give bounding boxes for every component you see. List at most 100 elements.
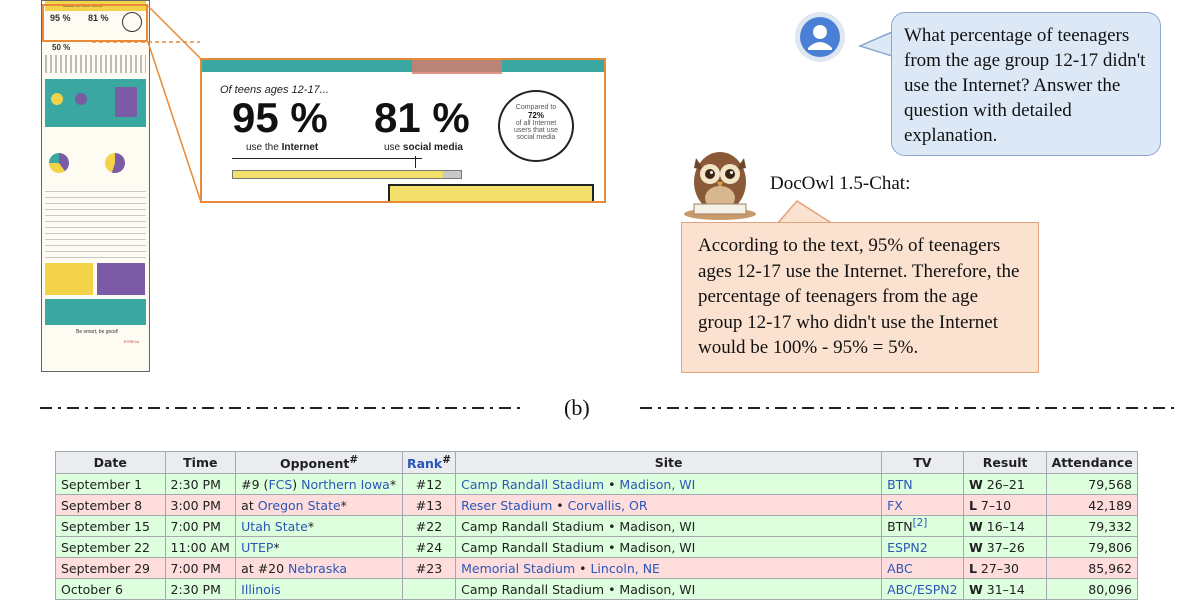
question-bubble: What percentage of teenagers from the ag… [891, 12, 1161, 156]
cell-rank: #13 [401, 494, 457, 516]
zoom-subtitle: Of teens ages 12-17... [220, 84, 329, 96]
site-city-link[interactable]: Corvallis, OR [567, 497, 648, 513]
thumb-pie-section [45, 133, 146, 187]
table-header-row: Date Time Opponent# Rank# Site TV Result… [55, 451, 1138, 474]
tv-link[interactable]: FX [887, 497, 903, 513]
site-link[interactable]: Camp Randall Stadium [461, 476, 605, 492]
cell-rank: #23 [401, 557, 457, 579]
cell-site: Camp Randall Stadium • Madison, WI [455, 515, 883, 537]
cell-tv: ABC/ESPN2 [881, 578, 964, 600]
thumb-text-lines [45, 191, 146, 261]
cell-site: Camp Randall Stadium • Madison, WI [455, 578, 883, 600]
zoom-rule [232, 158, 422, 159]
cell-result: L 7–10 [962, 494, 1048, 516]
cell-date: September 1 [55, 473, 166, 495]
stat-internet-value: 95 % [232, 94, 328, 141]
cell-tv: BTN[2] [881, 515, 964, 537]
thumb-stat-b: 81 % [88, 13, 109, 23]
col-opponent[interactable]: Opponent# [235, 451, 403, 474]
stat-internet-label: use the Internet [246, 142, 319, 153]
cell-rank: #22 [401, 515, 457, 537]
table-row: September 29 7:00 PM at #20 Nebraska #23… [55, 557, 1138, 579]
opponent-link[interactable]: Illinois [241, 581, 281, 597]
owl-mascot-icon [680, 138, 760, 222]
compare-text: of all Internet users that use social me… [514, 120, 558, 141]
col-site[interactable]: Site [455, 451, 883, 474]
cell-result: W 31–14 [962, 578, 1048, 600]
cell-time: 2:30 PM [164, 578, 237, 600]
stat-social-label: use social media [384, 142, 463, 153]
col-time[interactable]: Time [164, 451, 237, 474]
cell-result: L 27–30 [962, 557, 1048, 579]
zoom-decor [412, 60, 502, 74]
zoom-yellow-block [388, 184, 594, 201]
tv-link[interactable]: ABC [887, 560, 913, 576]
answer-bubble: According to the text, 95% of teenagers … [681, 222, 1039, 373]
opponent-link[interactable]: Nebraska [288, 560, 348, 576]
table-row: September 8 3:00 PM at Oregon State* #13… [55, 494, 1138, 516]
cell-attendance: 79,332 [1046, 515, 1138, 537]
col-date[interactable]: Date [55, 451, 166, 474]
section-divider [40, 407, 1180, 409]
site-link[interactable]: Reser Stadium [461, 497, 553, 513]
opponent-link[interactable]: UTEP [241, 539, 274, 555]
tv-link[interactable]: ABC/ESPN2 [887, 581, 958, 597]
compare-value: 72% [527, 111, 544, 120]
cell-date: September 22 [55, 536, 166, 558]
zoom-progress-bar [232, 170, 462, 179]
table-row: September 22 11:00 AM UTEP* #24 Camp Ran… [55, 536, 1138, 558]
answer-bubble-tail [776, 200, 834, 225]
col-rank[interactable]: Rank# [401, 451, 457, 474]
compare-head: Compared to [515, 104, 557, 111]
opponent-link[interactable]: Utah State [241, 518, 308, 534]
col-tv[interactable]: TV [881, 451, 964, 474]
cell-site: Reser Stadium • Corvallis, OR [455, 494, 883, 516]
cell-tv: FX [881, 494, 964, 516]
cell-result: W 26–21 [962, 473, 1048, 495]
table-row: September 1 2:30 PM #9 (FCS) Northern Io… [55, 473, 1138, 495]
opponent-link[interactable]: FCS [268, 476, 293, 492]
tv-link[interactable]: BTN [887, 476, 913, 492]
cell-rank: #24 [401, 536, 457, 558]
tv-link[interactable]: ESPN2 [887, 539, 928, 555]
cell-opponent: UTEP* [235, 536, 403, 558]
arrow-line [415, 156, 416, 168]
site-city-link[interactable]: Lincoln, NE [590, 560, 660, 576]
site-city-link[interactable]: Madison, WI [619, 476, 696, 492]
col-result[interactable]: Result [962, 451, 1048, 474]
thumb-bottom-band [45, 299, 146, 325]
citation-link[interactable]: [2] [912, 517, 928, 530]
col-attendance[interactable]: Attendance [1046, 451, 1138, 474]
cell-date: September 29 [55, 557, 166, 579]
cell-time: 7:00 PM [164, 557, 237, 579]
cell-opponent: Utah State* [235, 515, 403, 537]
cell-opponent: #9 (FCS) Northern Iowa* [235, 473, 403, 495]
cell-site: Camp Randall Stadium • Madison, WI [455, 473, 883, 495]
thumb-purple-box [97, 263, 145, 295]
opponent-link[interactable]: Northern Iowa [301, 476, 390, 492]
cell-tv: ABC [881, 557, 964, 579]
cell-date: September 15 [55, 515, 166, 537]
thumb-text-block [45, 55, 146, 73]
cell-opponent: at #20 Nebraska [235, 557, 403, 579]
thumb-footer: Be smart, be good! [76, 329, 119, 335]
cell-attendance: 42,189 [1046, 494, 1138, 516]
opponent-link[interactable]: Oregon State [257, 497, 341, 513]
site-link[interactable]: Memorial Stadium [461, 560, 576, 576]
cell-attendance: 79,806 [1046, 536, 1138, 558]
thumb-teal-panel [45, 79, 146, 127]
stat-social-value: 81 % [374, 94, 470, 141]
table-row: October 6 2:30 PM Illinois Camp Randall … [55, 578, 1138, 600]
bot-label: DocOwl 1.5-Chat: [770, 173, 911, 194]
table-body: September 1 2:30 PM #9 (FCS) Northern Io… [55, 473, 1138, 600]
cell-date: September 8 [55, 494, 166, 516]
cell-time: 3:00 PM [164, 494, 237, 516]
cell-time: 2:30 PM [164, 473, 237, 495]
schedule-table: Date Time Opponent# Rank# Site TV Result… [55, 451, 1138, 600]
thumb-stat-a: 95 % [50, 13, 71, 23]
cell-opponent: Illinois [235, 578, 403, 600]
cell-site: Memorial Stadium • Lincoln, NE [455, 557, 883, 579]
cell-opponent: at Oregon State* [235, 494, 403, 516]
infographic-thumbnail: usable on three levels 95 % 81 % 50 % Be… [41, 0, 150, 372]
cell-date: October 6 [55, 578, 166, 600]
